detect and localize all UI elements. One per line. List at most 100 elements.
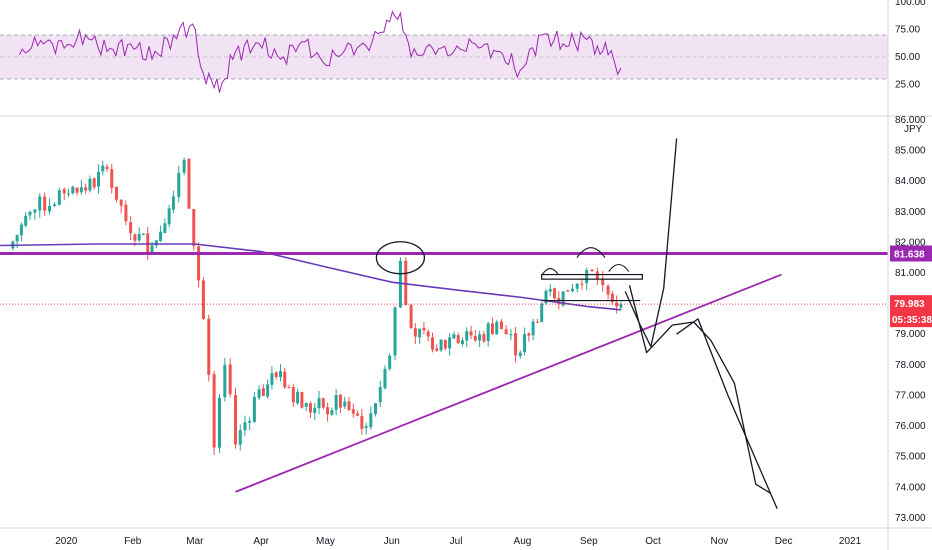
candle-body xyxy=(518,352,522,357)
price-tick-label: 84.000 xyxy=(895,176,926,187)
price-tick-label: 85.000 xyxy=(895,146,926,157)
candle-body xyxy=(110,169,114,188)
last-price-tag xyxy=(890,295,932,328)
candle-body xyxy=(257,389,261,398)
price-tick-label: 82.000 xyxy=(895,237,926,248)
time-axis: 2020 Feb Mar Apr May Jun Jul Aug Sep Oct Nov Dec 202… xyxy=(0,527,932,547)
candle-body xyxy=(452,334,456,339)
scenario-drawing-2[interactable] xyxy=(676,318,778,509)
range-box-drawing[interactable] xyxy=(541,273,643,280)
candle-body xyxy=(84,187,88,191)
candle-body xyxy=(478,334,482,341)
time-tick-label: 2020 xyxy=(55,536,78,547)
candle-body xyxy=(460,340,464,345)
candle-body xyxy=(585,269,589,284)
candle-body xyxy=(291,387,295,403)
candle-body xyxy=(431,337,435,350)
projection-drawing[interactable] xyxy=(624,138,678,348)
rsi-tick-label: 100.00 xyxy=(895,0,926,8)
arc-drawing[interactable] xyxy=(576,247,606,259)
candle-body xyxy=(133,234,137,241)
candle-body xyxy=(167,208,171,225)
candle-body xyxy=(171,196,175,210)
last-price-tag-label: 79.983 xyxy=(894,299,925,310)
candle-body xyxy=(418,328,422,338)
candle-body xyxy=(338,394,342,408)
candle-body xyxy=(270,373,274,385)
candle-body xyxy=(347,401,351,410)
rsi-tick-label: 75.00 xyxy=(895,25,920,36)
candle-body xyxy=(177,173,181,197)
candle-body xyxy=(238,430,242,445)
time-tick-label: Aug xyxy=(514,536,532,547)
time-tick-label: Mar xyxy=(186,536,204,547)
candle-body xyxy=(96,171,100,187)
candle-body xyxy=(57,190,61,205)
candle-body xyxy=(343,401,347,407)
candle-body xyxy=(469,331,473,336)
arc-drawing[interactable] xyxy=(541,268,559,275)
candle-body xyxy=(523,334,527,353)
top-circle-drawing[interactable] xyxy=(375,241,426,275)
candle-body xyxy=(137,233,141,241)
price-tick-label: 81.000 xyxy=(895,268,926,279)
candle-body xyxy=(619,304,623,308)
countdown-label: 05:35:38 xyxy=(892,315,932,326)
candle-body xyxy=(514,333,518,356)
time-tick-label: Jun xyxy=(384,536,400,547)
candle-body xyxy=(300,392,304,408)
candle-body xyxy=(326,407,330,415)
candle-body xyxy=(217,397,221,448)
scenario-drawing[interactable] xyxy=(628,285,772,494)
rsi-pane xyxy=(0,10,932,117)
candle-body xyxy=(610,293,614,303)
candle-body xyxy=(62,189,66,194)
candle-body xyxy=(274,372,278,377)
time-tick-label: Oct xyxy=(645,536,661,547)
candle-body xyxy=(313,407,317,414)
time-tick-label: May xyxy=(316,536,335,547)
candle-body xyxy=(334,395,338,410)
candle-body xyxy=(456,335,460,344)
candle-body xyxy=(571,288,575,292)
candle-body xyxy=(369,413,373,428)
time-tick-label: Apr xyxy=(253,536,269,547)
candle-body xyxy=(422,327,426,331)
candle-body xyxy=(499,321,503,330)
trendline[interactable] xyxy=(235,273,782,493)
candle-body xyxy=(92,178,96,188)
arc-drawing[interactable] xyxy=(608,263,630,272)
candle-body xyxy=(15,235,19,242)
moving-average-line xyxy=(0,243,621,311)
candle-body xyxy=(243,422,247,431)
time-tick-label: Feb xyxy=(124,536,142,547)
candle-body xyxy=(531,321,535,336)
candle-body xyxy=(71,186,75,194)
candle-body xyxy=(548,289,552,292)
candle-body xyxy=(351,409,355,414)
candle-body xyxy=(114,186,118,200)
price-axis: 100.00 75.00 50.00 25.00 86.000 85.000 84.000 8… xyxy=(887,0,932,550)
time-tick-label: Jul xyxy=(450,536,463,547)
candle-body xyxy=(404,260,408,306)
candle-body xyxy=(409,304,413,329)
candle-body xyxy=(439,339,443,351)
candle-body xyxy=(321,398,325,408)
candle-body xyxy=(448,337,452,349)
candle-body xyxy=(52,204,56,206)
price-tick-label: 86.000 xyxy=(895,115,926,126)
candle-body xyxy=(207,318,211,375)
candle-body xyxy=(252,396,256,422)
candle-body xyxy=(435,348,439,351)
price-tick-label: 79.000 xyxy=(895,329,926,340)
candle-body xyxy=(228,364,232,395)
candle-body xyxy=(129,222,133,234)
candle-body xyxy=(101,165,105,172)
candle-body xyxy=(374,403,378,414)
candle-body xyxy=(544,290,548,304)
price-tick-label: 76.000 xyxy=(895,421,926,432)
candle-body xyxy=(187,158,191,209)
price-tick-label: 77.000 xyxy=(895,390,926,401)
